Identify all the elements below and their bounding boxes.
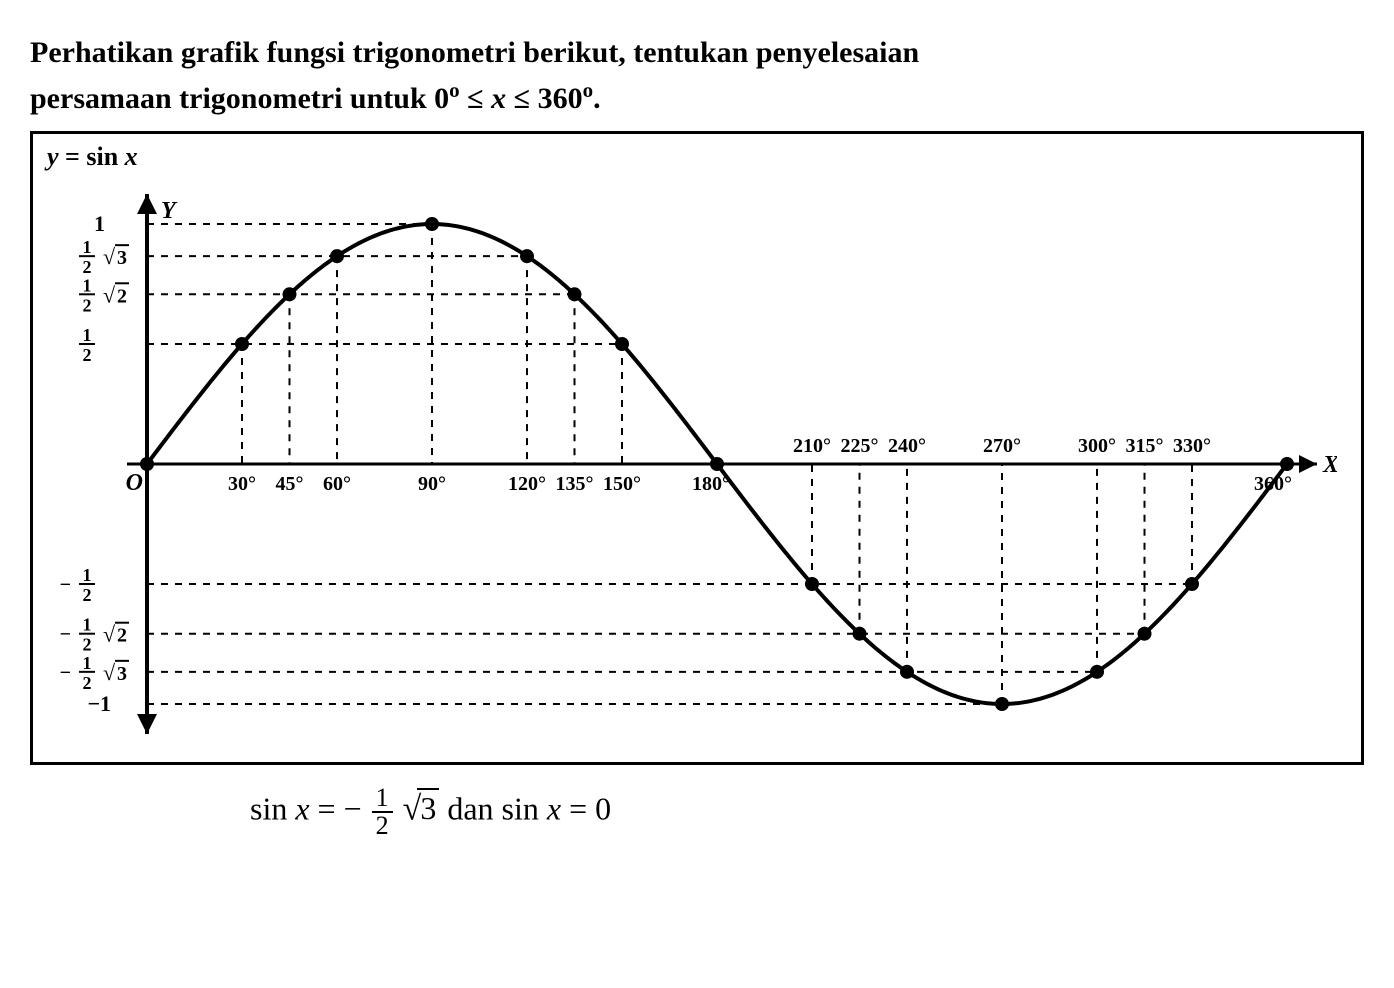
question-line2-prefix: persamaan trigonometri untuk 0 [30, 82, 449, 115]
svg-text:210°: 210° [793, 435, 831, 457]
svg-text:−: − [60, 624, 71, 646]
svg-text:2: 2 [117, 285, 127, 307]
svg-text:1: 1 [83, 275, 92, 295]
svg-text:360°: 360° [1254, 473, 1292, 495]
svg-text:1: 1 [83, 325, 92, 345]
svg-text:135°: 135° [556, 473, 594, 495]
svg-text:2: 2 [83, 673, 92, 693]
svg-text:−: − [60, 574, 71, 596]
svg-text:√: √ [103, 660, 116, 685]
svg-text:√: √ [103, 282, 116, 307]
svg-text:2: 2 [83, 257, 92, 277]
svg-text:√: √ [103, 244, 116, 269]
svg-text:240°: 240° [888, 435, 926, 457]
svg-text:Y: Y [161, 198, 178, 224]
svg-text:2: 2 [83, 345, 92, 365]
svg-text:225°: 225° [841, 435, 879, 457]
equation: sin x = − 1 2 √3 dan sin x = 0 [30, 785, 1364, 839]
chart-frame: y = sin x 112√312√212−12−12√2−12√3−130°4… [30, 131, 1364, 765]
svg-text:60°: 60° [323, 473, 351, 495]
svg-text:3: 3 [117, 663, 127, 685]
svg-text:45°: 45° [276, 473, 304, 495]
svg-text:X: X [1322, 452, 1337, 478]
svg-text:1: 1 [83, 237, 92, 257]
svg-text:270°: 270° [983, 435, 1021, 457]
svg-text:30°: 30° [228, 473, 256, 495]
svg-text:120°: 120° [508, 473, 546, 495]
svg-text:3: 3 [117, 247, 127, 269]
svg-text:1: 1 [83, 565, 92, 585]
svg-text:2: 2 [83, 585, 92, 605]
svg-text:2: 2 [83, 635, 92, 655]
svg-text:300°: 300° [1078, 435, 1116, 457]
fraction-half: 1 2 [372, 785, 393, 839]
svg-text:150°: 150° [603, 473, 641, 495]
svg-text:1: 1 [83, 615, 92, 635]
sine-chart: 112√312√212−12−12√2−12√3−130°45°60°90°12… [47, 174, 1337, 754]
svg-text:2: 2 [117, 625, 127, 647]
svg-text:−: − [60, 662, 71, 684]
svg-text:2: 2 [83, 295, 92, 315]
svg-text:330°: 330° [1173, 435, 1211, 457]
svg-text:O: O [126, 470, 143, 496]
svg-text:1: 1 [94, 211, 105, 236]
svg-text:−1: −1 [87, 691, 111, 716]
svg-text:√: √ [103, 622, 116, 647]
svg-text:90°: 90° [418, 473, 446, 495]
function-label: y = sin x [47, 142, 1347, 172]
question-line1: Perhatikan grafik fungsi trigonometri be… [30, 36, 919, 69]
svg-text:315°: 315° [1126, 435, 1164, 457]
question-text: Perhatikan grafik fungsi trigonometri be… [30, 30, 1364, 121]
svg-text:1: 1 [83, 653, 92, 673]
svg-text:180°: 180° [692, 473, 730, 495]
